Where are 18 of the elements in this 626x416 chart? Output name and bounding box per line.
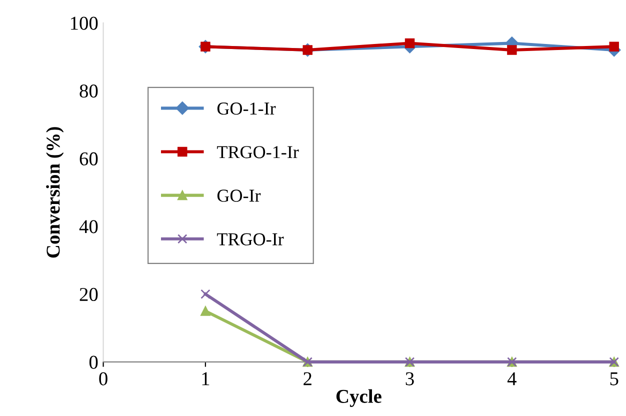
- x-tick-label: 3: [406, 372, 414, 386]
- x-tick-label: 2: [304, 372, 312, 386]
- x-tick-label: 1: [202, 372, 210, 386]
- y-tick-label: 40: [79, 220, 98, 234]
- y-tick-label: 0: [89, 356, 98, 369]
- x-tick-label: 0: [99, 372, 108, 386]
- legend-label: GO-1-Ir: [217, 102, 276, 115]
- x-axis-title: Cycle: [336, 389, 382, 407]
- x-tick-label: 5: [610, 372, 618, 386]
- y-axis-title: Conversion (%): [46, 127, 64, 258]
- y-tick-label: 80: [80, 84, 98, 98]
- legend-label: GO-Ir: [217, 190, 261, 202]
- legend-label: TRGO-Ir: [217, 233, 284, 246]
- x-tick-label: 4: [507, 372, 516, 386]
- y-tick-label: 60: [80, 152, 98, 166]
- y-tick-label: 20: [80, 288, 98, 302]
- y-tick-label: 100: [70, 16, 98, 30]
- legend-label: TRGO-1-Ir: [217, 146, 299, 158]
